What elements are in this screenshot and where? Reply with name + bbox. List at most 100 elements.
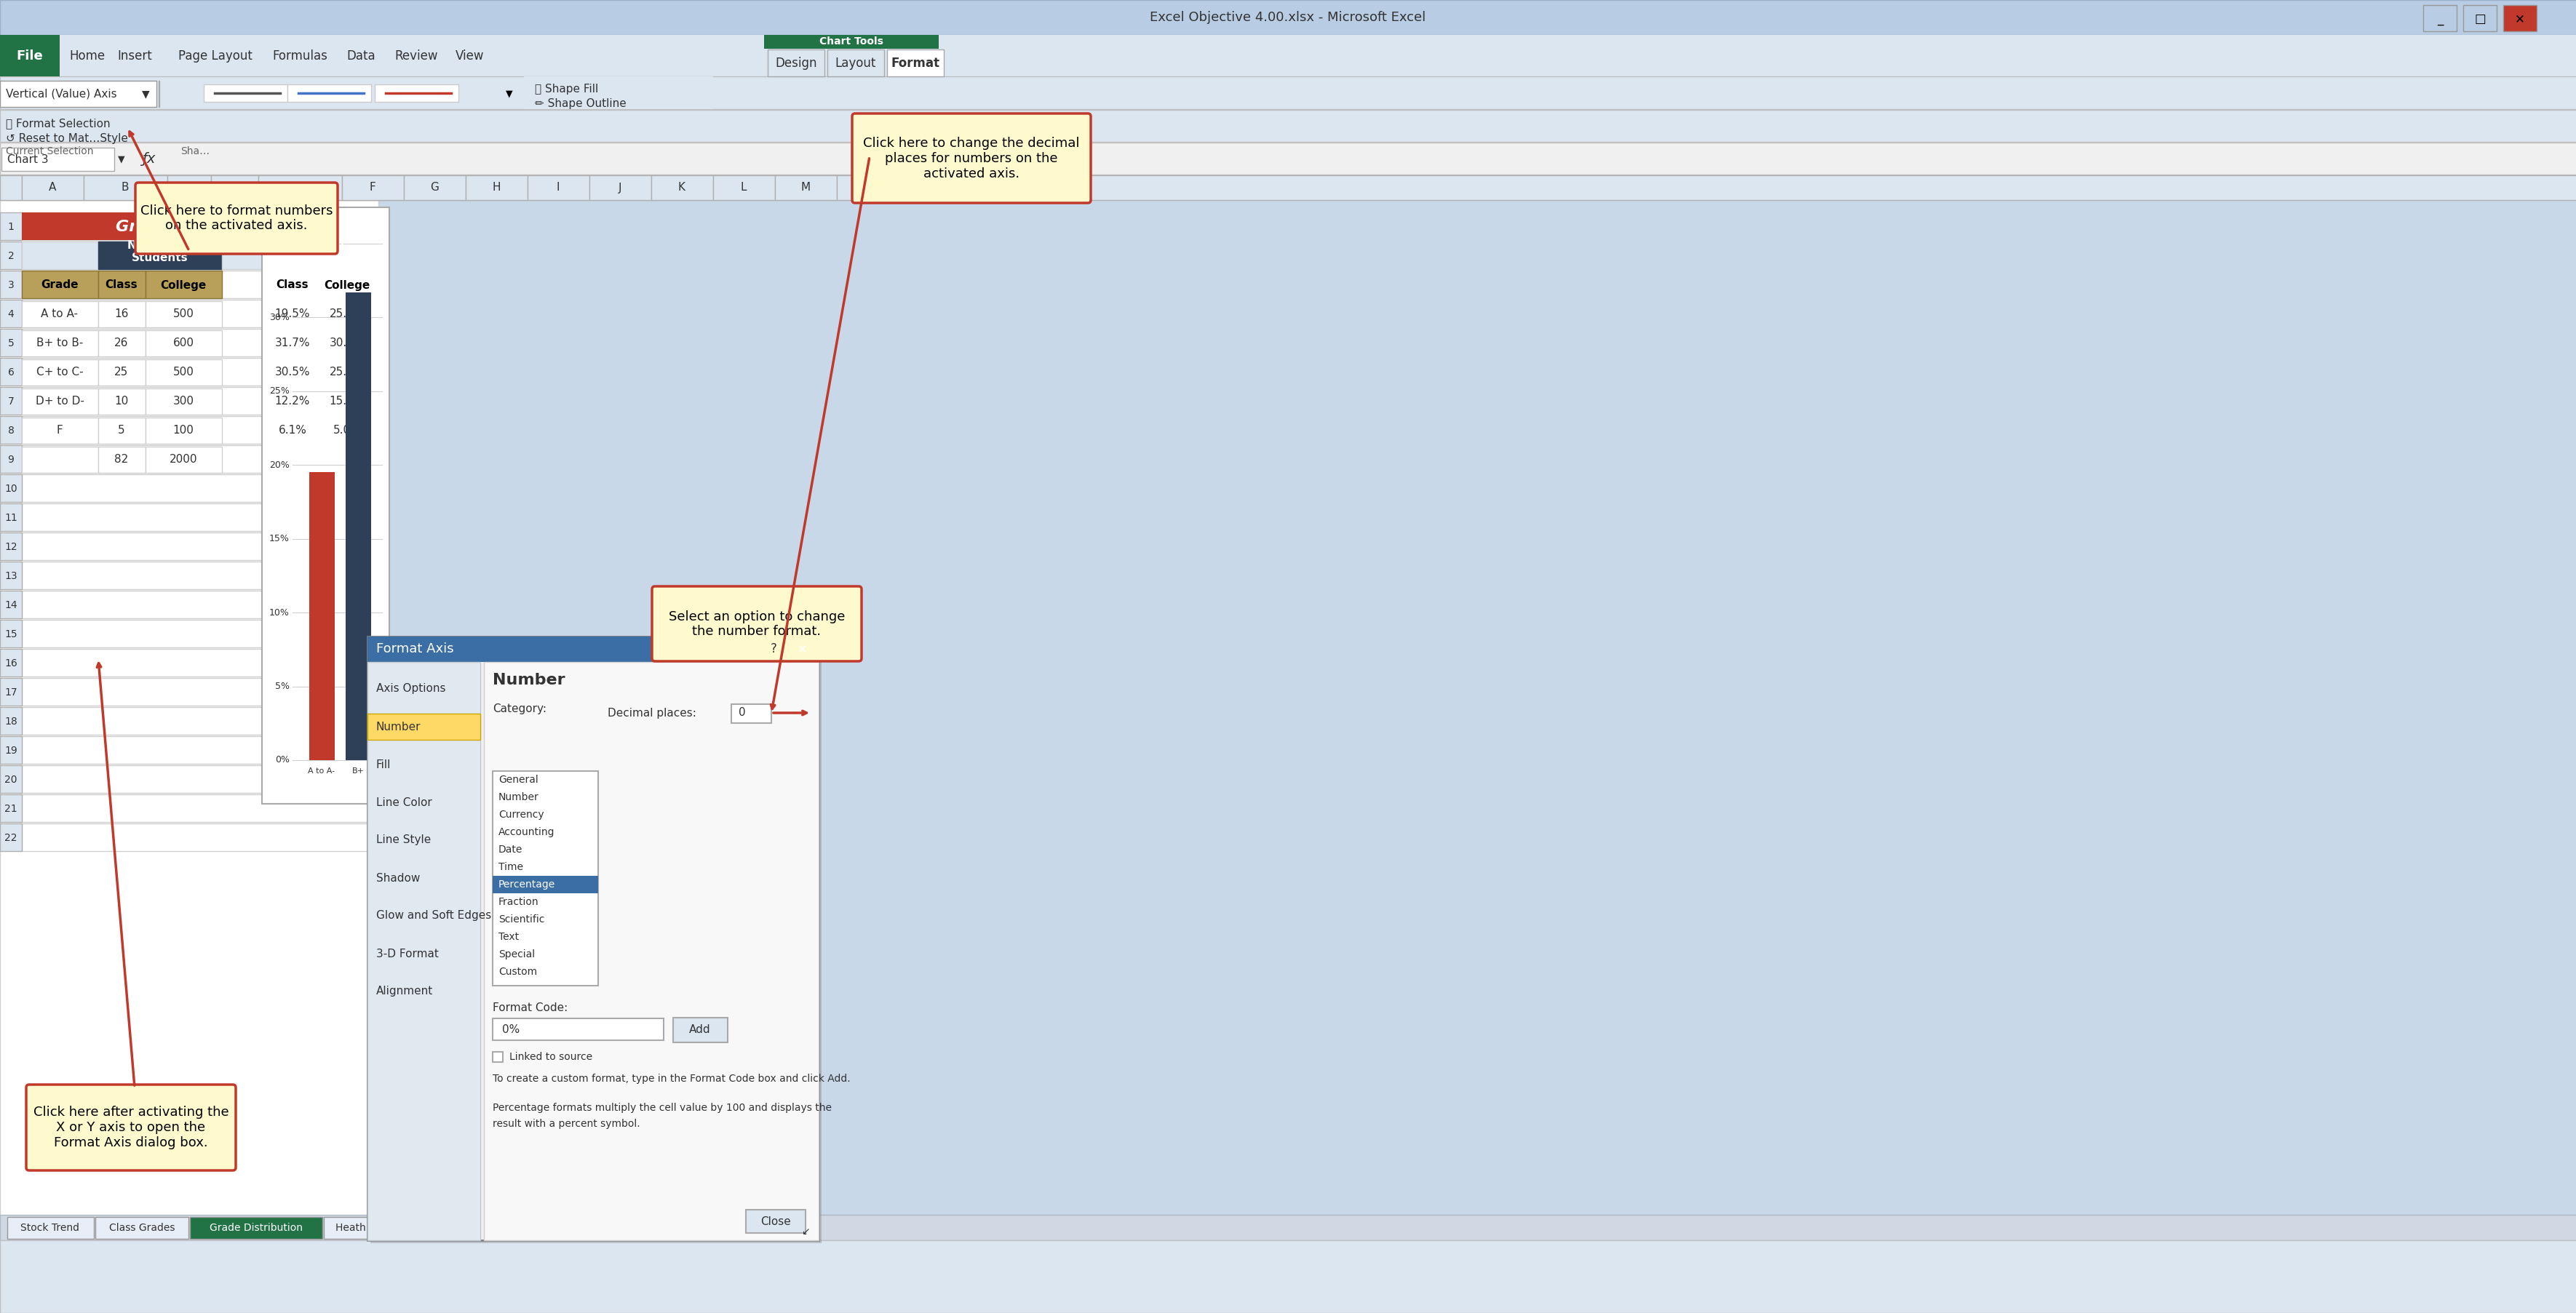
Bar xyxy=(368,662,479,1241)
Text: Format Axis: Format Axis xyxy=(376,642,453,655)
Text: 100: 100 xyxy=(173,425,193,436)
Bar xyxy=(0,110,2576,142)
Bar xyxy=(21,360,98,386)
Text: 7: 7 xyxy=(8,397,13,407)
Bar xyxy=(319,301,374,327)
Bar xyxy=(144,360,222,386)
Bar xyxy=(21,533,379,561)
Bar xyxy=(760,638,786,659)
Text: result with a percent symbol.: result with a percent symbol. xyxy=(492,1119,639,1129)
Text: 🎨 Shape Fill: 🎨 Shape Fill xyxy=(536,83,598,95)
Bar xyxy=(0,533,21,561)
Text: 16: 16 xyxy=(113,309,129,319)
Text: D: D xyxy=(229,183,240,193)
Text: C+ to C-: C+ to C- xyxy=(36,368,82,378)
Bar xyxy=(144,270,222,298)
Bar xyxy=(21,387,379,415)
Text: Time: Time xyxy=(497,863,523,872)
Bar xyxy=(0,737,21,764)
Text: Data: Data xyxy=(345,50,376,63)
Text: Home: Home xyxy=(70,50,106,63)
Text: Glow and Soft Edges: Glow and Soft Edges xyxy=(376,910,492,922)
Bar xyxy=(714,176,775,200)
Bar xyxy=(98,270,144,298)
Text: ?: ? xyxy=(770,642,775,655)
Bar xyxy=(0,445,21,473)
Bar xyxy=(0,1215,2576,1241)
Bar xyxy=(368,637,819,1241)
Bar xyxy=(325,1217,404,1238)
Bar xyxy=(144,389,222,415)
Text: College: College xyxy=(160,280,206,290)
Bar xyxy=(343,176,404,200)
Bar xyxy=(0,299,21,327)
Text: 22: 22 xyxy=(5,832,18,843)
Text: 26: 26 xyxy=(113,337,129,349)
Text: 5.0%: 5.0% xyxy=(332,425,361,436)
FancyBboxPatch shape xyxy=(652,587,860,662)
Bar xyxy=(0,143,2576,175)
Bar xyxy=(265,270,319,298)
Bar xyxy=(21,649,379,676)
Bar xyxy=(319,389,374,415)
Bar xyxy=(204,84,289,102)
Text: 3: 3 xyxy=(8,280,13,290)
Text: 3-D Format: 3-D Format xyxy=(376,948,438,958)
Bar xyxy=(319,446,374,473)
Text: Percent
Comparison: Percent Comparison xyxy=(283,240,358,264)
Text: Design: Design xyxy=(775,56,817,70)
Text: ↺ Reset to Mat…Style: ↺ Reset to Mat…Style xyxy=(5,134,129,144)
Bar xyxy=(265,242,379,269)
Bar xyxy=(0,416,21,444)
Bar xyxy=(523,76,714,109)
Bar xyxy=(98,301,144,327)
Bar xyxy=(319,418,374,444)
Text: J: J xyxy=(618,183,621,193)
Text: ƒx: ƒx xyxy=(142,152,155,167)
Bar xyxy=(8,1217,93,1238)
Text: 5: 5 xyxy=(118,425,126,436)
Bar xyxy=(21,270,379,298)
Bar xyxy=(404,176,466,200)
Text: ✏ Shape Outline: ✏ Shape Outline xyxy=(536,98,626,109)
Text: 20: 20 xyxy=(5,775,18,785)
Text: 1: 1 xyxy=(8,222,13,232)
Text: B+: B+ xyxy=(353,767,363,775)
Bar xyxy=(21,299,379,327)
Text: 35%: 35% xyxy=(270,239,289,248)
Bar xyxy=(345,293,371,760)
Bar xyxy=(492,771,598,986)
Text: I: I xyxy=(556,183,559,193)
Bar xyxy=(0,76,2576,109)
Text: Custom: Custom xyxy=(497,966,536,977)
Bar xyxy=(374,84,459,102)
Bar xyxy=(492,1052,502,1062)
Bar xyxy=(319,331,374,356)
Bar xyxy=(466,176,528,200)
Text: 10%: 10% xyxy=(270,608,289,617)
Text: M: M xyxy=(801,183,809,193)
Text: General: General xyxy=(497,775,538,785)
Bar xyxy=(0,823,21,851)
Text: F: F xyxy=(57,425,62,436)
Text: 0%: 0% xyxy=(276,755,289,765)
Bar xyxy=(0,591,21,618)
Text: 0: 0 xyxy=(739,708,744,718)
Bar xyxy=(82,176,167,200)
Text: Close: Close xyxy=(760,1216,791,1226)
Text: Insert: Insert xyxy=(116,50,152,63)
Text: Date: Date xyxy=(497,844,523,855)
Bar xyxy=(21,176,82,200)
Bar xyxy=(788,638,817,659)
Text: 2: 2 xyxy=(8,251,13,261)
Text: View: View xyxy=(456,50,484,63)
Text: Heath Care: Heath Care xyxy=(335,1222,392,1233)
FancyBboxPatch shape xyxy=(137,183,337,253)
Bar xyxy=(21,213,379,240)
Bar xyxy=(144,301,222,327)
Text: Click here to change the decimal
places for numbers on the
activated axis.: Click here to change the decimal places … xyxy=(863,137,1079,180)
Text: 15.0%: 15.0% xyxy=(330,397,366,407)
Bar xyxy=(0,242,21,269)
Text: Supply & D...: Supply & D... xyxy=(422,1222,487,1233)
Bar xyxy=(21,591,379,618)
